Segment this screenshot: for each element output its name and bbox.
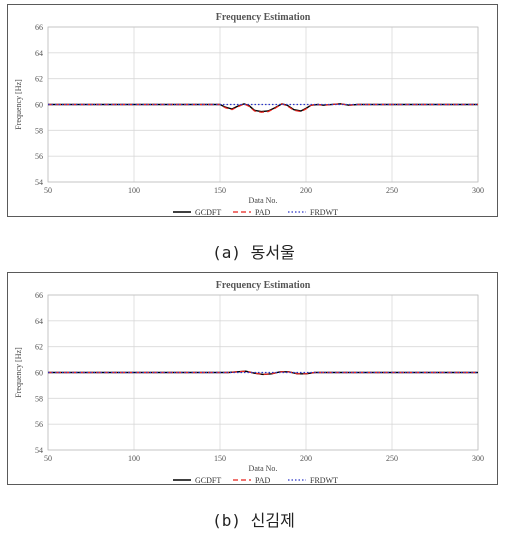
legend-label-frdwt: FRDWT xyxy=(310,476,338,485)
x-tick-label: 50 xyxy=(44,186,52,195)
x-tick-label: 200 xyxy=(300,454,312,463)
caption-a: (a) 동서울 xyxy=(212,243,295,262)
y-tick-label: 60 xyxy=(35,101,43,110)
legend-label-gcdft: GCDFT xyxy=(195,208,221,217)
legend-label-gcdft: GCDFT xyxy=(195,476,221,485)
y-tick-label: 56 xyxy=(35,420,43,429)
y-tick-label: 54 xyxy=(35,178,43,187)
y-tick-label: 54 xyxy=(35,446,43,455)
y-tick-label: 62 xyxy=(35,343,43,352)
chart-a: Frequency Estimation 54 56 58 60 62 64 66 50 100 1… xyxy=(14,12,484,217)
x-tick-label: 250 xyxy=(386,454,398,463)
chart-title: Frequency Estimation xyxy=(216,280,311,291)
legend-label-pad: PAD xyxy=(255,208,270,217)
y-tick-label: 56 xyxy=(35,152,43,161)
x-tick-label: 50 xyxy=(44,454,52,463)
x-tick-label: 300 xyxy=(472,454,484,463)
y-axis-label: Frequency [Hz] xyxy=(14,79,23,130)
y-tick-label: 58 xyxy=(35,394,43,403)
x-tick-label: 100 xyxy=(128,186,140,195)
x-axis-label: Data No. xyxy=(249,464,278,473)
x-tick-label: 250 xyxy=(386,186,398,195)
x-tick-label: 150 xyxy=(214,186,226,195)
x-axis-label: Data No. xyxy=(249,196,278,205)
y-tick-label: 66 xyxy=(35,291,43,300)
chart-panel-b: Frequency Estimation 54 56 58 60 62 64 66 50 100 1… xyxy=(7,272,498,485)
chart-panel-a: Frequency Estimation 54 56 58 60 62 64 66 50 100 1… xyxy=(7,4,498,217)
y-tick-label: 64 xyxy=(35,49,43,58)
y-axis-label: Frequency [Hz] xyxy=(14,347,23,398)
y-tick-label: 60 xyxy=(35,369,43,378)
y-tick-label: 66 xyxy=(35,23,43,32)
x-tick-label: 100 xyxy=(128,454,140,463)
x-tick-label: 150 xyxy=(214,454,226,463)
legend-label-pad: PAD xyxy=(255,476,270,485)
chart-b: Frequency Estimation 54 56 58 60 62 64 66 50 100 1… xyxy=(14,280,484,485)
x-tick-label: 200 xyxy=(300,186,312,195)
y-tick-label: 58 xyxy=(35,126,43,135)
caption-b: (b) 신김제 xyxy=(212,511,295,530)
chart-title: Frequency Estimation xyxy=(216,12,311,23)
legend-label-frdwt: FRDWT xyxy=(310,208,338,217)
y-tick-label: 64 xyxy=(35,317,43,326)
x-tick-label: 300 xyxy=(472,186,484,195)
y-tick-label: 62 xyxy=(35,75,43,84)
